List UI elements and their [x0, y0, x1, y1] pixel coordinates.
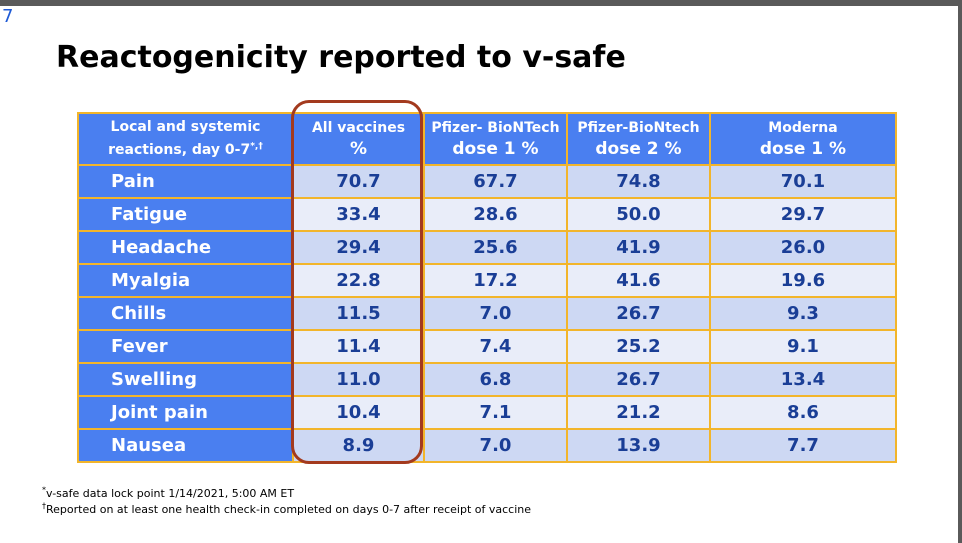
table-cell: 74.8	[566, 164, 711, 199]
table-row: Pain 70.7 67.7 74.8 70.1	[77, 164, 897, 199]
header-reactions: Local and systemic reactions, day 0-7*,†	[77, 112, 294, 166]
footnote-marks: *,†	[250, 141, 263, 152]
header-moderna-dose-1: Moderna dose 1 %	[709, 112, 897, 166]
table-cell: 21.2	[566, 395, 711, 430]
table-cell: 11.5	[292, 296, 425, 331]
table-row: Joint pain 10.4 7.1 21.2 8.6	[77, 395, 897, 430]
table-cell: 9.3	[709, 296, 897, 331]
table-cell: 67.7	[423, 164, 568, 199]
table-cell: 25.2	[566, 329, 711, 364]
top-border	[0, 0, 962, 6]
table-cell: 41.6	[566, 263, 711, 298]
table-row: Nausea 8.9 7.0 13.9 7.7	[77, 428, 897, 463]
table-header-row: Local and systemic reactions, day 0-7*,†…	[77, 112, 897, 166]
reactogenicity-table: Local and systemic reactions, day 0-7*,†…	[77, 112, 897, 463]
table-row: Headache 29.4 25.6 41.9 26.0	[77, 230, 897, 265]
table-row: Fatigue 33.4 28.6 50.0 29.7	[77, 197, 897, 232]
row-label: Swelling	[77, 362, 294, 397]
header-all-vaccines: All vaccines %	[292, 112, 425, 166]
footnotes: *v-safe data lock point 1/14/2021, 5:00 …	[42, 486, 531, 518]
table-cell: 41.9	[566, 230, 711, 265]
table-cell: 11.0	[292, 362, 425, 397]
table-row: Swelling 11.0 6.8 26.7 13.4	[77, 362, 897, 397]
table-body: Pain 70.7 67.7 74.8 70.1 Fatigue 33.4 28.6 50.0 2…	[77, 164, 897, 463]
row-label: Headache	[77, 230, 294, 265]
table-cell: 11.4	[292, 329, 425, 364]
table-cell: 9.1	[709, 329, 897, 364]
table-row: Fever 11.4 7.4 25.2 9.1	[77, 329, 897, 364]
header-pfizer-dose-2: Pfizer-BioNtech dose 2 %	[566, 112, 711, 166]
table-cell: 29.4	[292, 230, 425, 265]
footnote-2: †Reported on at least one health check-i…	[42, 501, 531, 516]
table-row: Myalgia 22.8 17.2 41.6 19.6	[77, 263, 897, 298]
table-cell: 7.7	[709, 428, 897, 463]
slide-title: Reactogenicity reported to v-safe	[56, 40, 626, 75]
right-border	[958, 0, 962, 543]
row-label: Fatigue	[77, 197, 294, 232]
footnote-1: *v-safe data lock point 1/14/2021, 5:00 …	[42, 485, 295, 500]
table-cell: 50.0	[566, 197, 711, 232]
row-label: Chills	[77, 296, 294, 331]
table-cell: 29.7	[709, 197, 897, 232]
table-cell: 6.8	[423, 362, 568, 397]
table-cell: 13.4	[709, 362, 897, 397]
table-cell: 10.4	[292, 395, 425, 430]
table-cell: 13.9	[566, 428, 711, 463]
table-cell: 7.4	[423, 329, 568, 364]
row-label: Fever	[77, 329, 294, 364]
table-cell: 70.1	[709, 164, 897, 199]
table-cell: 7.0	[423, 296, 568, 331]
table-cell: 26.7	[566, 362, 711, 397]
table-cell: 22.8	[292, 263, 425, 298]
row-label: Pain	[77, 164, 294, 199]
table-cell: 28.6	[423, 197, 568, 232]
table-row: Chills 11.5 7.0 26.7 9.3	[77, 296, 897, 331]
table-cell: 26.0	[709, 230, 897, 265]
table-cell: 26.7	[566, 296, 711, 331]
table-cell: 8.6	[709, 395, 897, 430]
row-label: Myalgia	[77, 263, 294, 298]
row-label: Nausea	[77, 428, 294, 463]
table-cell: 7.0	[423, 428, 568, 463]
table-cell: 33.4	[292, 197, 425, 232]
header-pfizer-dose-1: Pfizer- BioNTech dose 1 %	[423, 112, 568, 166]
table-cell: 7.1	[423, 395, 568, 430]
table-cell: 25.6	[423, 230, 568, 265]
table-cell: 19.6	[709, 263, 897, 298]
slide-number: 7	[2, 6, 14, 27]
table-cell: 17.2	[423, 263, 568, 298]
row-label: Joint pain	[77, 395, 294, 430]
table-cell: 70.7	[292, 164, 425, 199]
table-cell: 8.9	[292, 428, 425, 463]
